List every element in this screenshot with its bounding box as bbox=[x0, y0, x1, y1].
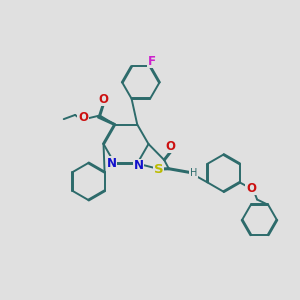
Text: O: O bbox=[78, 111, 88, 124]
Text: H: H bbox=[190, 168, 197, 178]
Text: O: O bbox=[165, 140, 175, 153]
Text: F: F bbox=[148, 55, 156, 68]
Text: S: S bbox=[154, 163, 164, 176]
Text: O: O bbox=[98, 92, 108, 106]
Text: N: N bbox=[107, 157, 117, 170]
Text: N: N bbox=[134, 159, 144, 172]
Text: O: O bbox=[246, 182, 256, 195]
